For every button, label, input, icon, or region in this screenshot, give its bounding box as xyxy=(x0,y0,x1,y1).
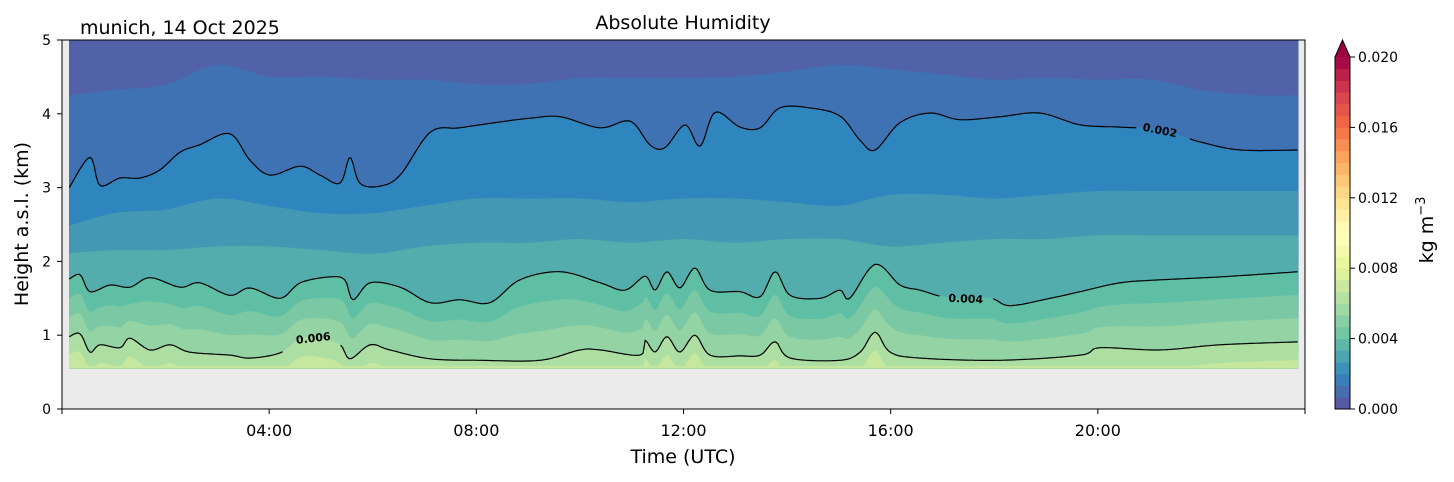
colorbar-band xyxy=(1335,233,1350,246)
y-tick-label: 1 xyxy=(42,328,51,344)
colorbar-frame xyxy=(1334,38,1351,410)
colorbar-band xyxy=(1335,256,1350,269)
colorbar-band xyxy=(1335,68,1350,81)
colorbar-band xyxy=(1335,338,1350,351)
colorbar-band xyxy=(1335,57,1350,70)
y-tick-label: 5 xyxy=(42,33,51,49)
x-tick-label: 08:00 xyxy=(453,421,499,440)
colorbar: 0.000 0.004 0.008 0.012 0.016 0.020 xyxy=(1334,38,1398,418)
contour-line-0.004 xyxy=(68,263,940,305)
x-tick-label: 16:00 xyxy=(868,421,914,440)
contour-line-0.004 xyxy=(992,271,1298,307)
colorbar-tick-label: 0.004 xyxy=(1358,332,1398,348)
colorbar-band xyxy=(1335,326,1350,339)
colorbar-band xyxy=(1335,186,1350,199)
colorbar-extend-arrow xyxy=(1335,40,1350,57)
colorbar-band xyxy=(1335,291,1350,304)
colorbar-band xyxy=(1335,150,1350,163)
colorbar-tick-label: 0.000 xyxy=(1358,402,1398,418)
y-axis: 0 1 2 3 4 5 xyxy=(42,33,62,418)
y-tick-label: 0 xyxy=(42,402,51,418)
chart-subtitle: munich, 14 Oct 2025 xyxy=(80,17,280,39)
colorbar-band xyxy=(1335,80,1350,93)
colorbar-band xyxy=(1335,244,1350,257)
contour-line-0.006 xyxy=(340,331,1298,362)
colorbar-band xyxy=(1335,397,1350,410)
x-tick-label: 20:00 xyxy=(1075,421,1121,440)
colorbar-band xyxy=(1335,350,1350,363)
colorbar-band xyxy=(1335,115,1350,128)
colorbar-unit-exponent: −3 xyxy=(1414,197,1429,216)
colorbar-tick-label: 0.020 xyxy=(1358,50,1398,66)
colorbar-band xyxy=(1335,279,1350,293)
colorbar-band xyxy=(1335,127,1350,140)
contour-band xyxy=(68,350,1299,369)
contour-line-0.002 xyxy=(68,105,1137,188)
colorbar-unit: kg m xyxy=(1416,216,1438,264)
contour-label: 0.004 xyxy=(948,292,984,307)
colorbar-band xyxy=(1335,315,1350,328)
colorbar-band xyxy=(1335,197,1350,210)
y-tick-label: 3 xyxy=(42,181,51,197)
colorbar-tick-label: 0.016 xyxy=(1358,120,1398,136)
y-axis-label: Height a.s.l. (km) xyxy=(11,142,33,306)
colorbar-band xyxy=(1335,385,1350,398)
colorbar-band xyxy=(1335,373,1350,386)
filled-contours xyxy=(68,39,1299,369)
colorbar-band xyxy=(1335,362,1350,375)
colorbar-band xyxy=(1335,303,1350,316)
colorbar-band xyxy=(1335,103,1350,117)
y-tick-label: 2 xyxy=(42,254,51,270)
x-axis-label: Time (UTC) xyxy=(629,446,735,468)
colorbar-tick-label: 0.008 xyxy=(1358,261,1398,277)
contour-line-0.006 xyxy=(69,332,283,359)
colorbar-band xyxy=(1335,139,1350,152)
colorbar-band xyxy=(1335,209,1350,222)
colorbar-band xyxy=(1335,162,1350,175)
colorbar-label: kg m−3 xyxy=(1414,197,1438,264)
colorbar-tick-label: 0.012 xyxy=(1358,191,1398,207)
y-tick-label: 4 xyxy=(42,107,51,123)
colorbar-band xyxy=(1335,268,1350,281)
contour-label: 0.006 xyxy=(295,330,331,347)
chart-title: Absolute Humidity xyxy=(595,12,770,34)
x-tick-label: 12:00 xyxy=(660,421,706,440)
contour-line-0.002 xyxy=(1189,138,1298,152)
colorbar-band xyxy=(1335,92,1350,105)
contour-lines xyxy=(68,105,1298,362)
x-axis: 04:00 08:00 12:00 16:00 20:00 xyxy=(61,409,1306,440)
x-tick-label: 04:00 xyxy=(246,421,292,440)
colorbar-band xyxy=(1335,221,1350,234)
colorbar-band xyxy=(1335,174,1350,187)
